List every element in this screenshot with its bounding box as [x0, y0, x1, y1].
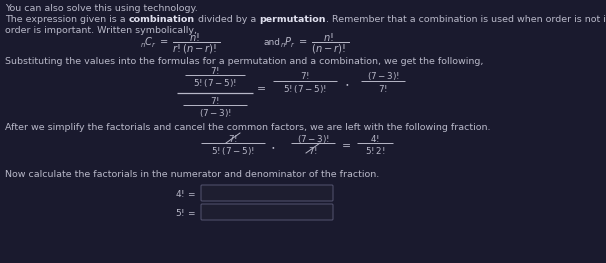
Text: $4!$: $4!$ — [370, 133, 380, 144]
Text: $7!$: $7!$ — [300, 70, 310, 81]
Text: $7!$: $7!$ — [378, 83, 388, 94]
FancyBboxPatch shape — [201, 204, 333, 220]
Text: order is important. Written symbolically,: order is important. Written symbolically… — [5, 26, 197, 35]
Text: $5!(7-5)!$: $5!(7-5)!$ — [211, 145, 255, 157]
Text: $(7-3)!$: $(7-3)!$ — [296, 133, 330, 145]
Text: divided by a: divided by a — [195, 15, 259, 24]
Text: $\cdot$: $\cdot$ — [270, 139, 276, 154]
Text: $=$: $=$ — [254, 82, 266, 92]
Text: You can also solve this using technology.: You can also solve this using technology… — [5, 4, 198, 13]
Text: $7!$: $7!$ — [210, 65, 220, 76]
Text: combination: combination — [128, 15, 195, 24]
Text: $7!$: $7!$ — [308, 145, 318, 156]
Text: $5! =$: $5! =$ — [175, 207, 196, 218]
Text: $\cdot$: $\cdot$ — [344, 76, 350, 91]
Text: permutation: permutation — [259, 15, 325, 24]
Text: and: and — [263, 38, 280, 47]
Text: . Remember that a combination is used when order is not important and a permutat: . Remember that a combination is used wh… — [325, 15, 606, 24]
Text: Now calculate the factorials in the numerator and denominator of the fraction.: Now calculate the factorials in the nume… — [5, 170, 379, 179]
Text: $5!(7-5)!$: $5!(7-5)!$ — [283, 83, 327, 95]
Text: $(7-3)!$: $(7-3)!$ — [367, 70, 399, 82]
Text: $7!$: $7!$ — [228, 133, 238, 144]
Text: $_nC_r\;=\;\dfrac{n!}{r!(n-r)!}$: $_nC_r\;=\;\dfrac{n!}{r!(n-r)!}$ — [140, 32, 220, 56]
Text: The expression given is a: The expression given is a — [5, 15, 128, 24]
Text: $4! =$: $4! =$ — [175, 188, 196, 199]
Text: Substituting the values into the formulas for a permutation and a combination, w: Substituting the values into the formula… — [5, 57, 484, 66]
Text: $=$: $=$ — [339, 139, 351, 149]
Text: $_nP_r\;=\;\dfrac{n!}{(n-r)!}$: $_nP_r\;=\;\dfrac{n!}{(n-r)!}$ — [280, 32, 350, 56]
Text: $5!2!$: $5!2!$ — [365, 145, 385, 156]
Text: $7!$: $7!$ — [210, 95, 220, 106]
Text: $(7-3)!$: $(7-3)!$ — [199, 107, 231, 119]
Text: $5!(7-5)!$: $5!(7-5)!$ — [193, 77, 237, 89]
FancyBboxPatch shape — [201, 185, 333, 201]
Text: After we simplify the factorials and cancel the common factors, we are left with: After we simplify the factorials and can… — [5, 123, 490, 132]
